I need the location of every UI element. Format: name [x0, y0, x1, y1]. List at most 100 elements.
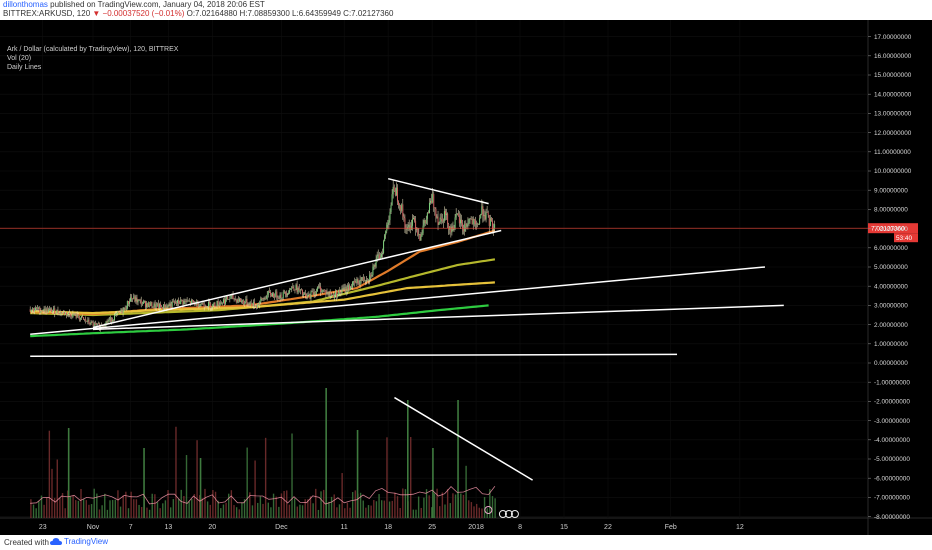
candle-body: [351, 286, 353, 288]
candle-body: [65, 312, 67, 316]
candle-body: [202, 303, 204, 305]
candle-body: [447, 213, 449, 225]
candle-body: [434, 207, 436, 209]
candle-body: [164, 304, 166, 309]
volume-bar: [243, 499, 246, 518]
volume-bar: [399, 508, 401, 518]
author-link[interactable]: dillonthomas: [3, 0, 48, 9]
candle-body: [277, 297, 279, 299]
candle-body: [274, 297, 276, 298]
candle-body: [338, 289, 340, 296]
candle-body: [455, 213, 457, 218]
candle-body: [254, 305, 256, 307]
candle-body: [431, 200, 433, 203]
volume-bar: [402, 488, 404, 518]
price-chart[interactable]: 7.02127360 53:40 17.00000000 16.00000000 15…: [0, 20, 932, 535]
volume-bar: [146, 507, 148, 518]
volume-bar: [322, 489, 325, 518]
candle-body: [53, 308, 55, 312]
candle-body: [441, 218, 443, 222]
volume-bar: [315, 488, 317, 518]
x-tick-label: 8: [518, 524, 522, 531]
volume-bar: [90, 504, 93, 518]
volume-bar: [462, 494, 465, 518]
candle-body: [371, 274, 373, 277]
time-axis[interactable]: 23 Nov 7 13 20 Dec 11 18 25 2018 8 15 22 Feb 12: [39, 524, 744, 531]
candle-body: [125, 308, 127, 310]
candle-body: [490, 218, 492, 222]
x-tick-label: Feb: [665, 524, 677, 531]
volume-bar: [159, 508, 161, 518]
candle-body: [149, 302, 151, 306]
candle-body: [339, 289, 341, 293]
volume-bar: [381, 500, 383, 518]
candle-body: [63, 311, 65, 315]
candle-body: [250, 302, 252, 304]
candle-body: [472, 219, 474, 225]
volume-bar: [135, 499, 138, 518]
candle-body: [260, 298, 262, 302]
volume-bar: [299, 504, 301, 518]
candle-body: [418, 233, 420, 236]
candle-body: [362, 277, 364, 281]
candle-body: [384, 235, 386, 242]
candle-body: [184, 300, 186, 302]
candle-body: [91, 321, 93, 323]
last-price-line: 7.02127360 53:40: [0, 223, 918, 243]
candle-body: [55, 313, 57, 314]
candle-body: [356, 279, 358, 283]
candle-body: [116, 313, 118, 314]
volume-bar: [465, 465, 467, 518]
volume-spike: [143, 448, 145, 518]
candle-body: [459, 219, 461, 224]
candle-body: [419, 233, 421, 241]
tradingview-brand[interactable]: TradingView: [50, 537, 108, 546]
volume-bar: [175, 426, 177, 518]
chart-pane[interactable]: 7.02127360 53:40 17.00000000 16.00000000 15…: [0, 20, 932, 535]
volume-bar: [336, 507, 338, 518]
candle-body: [489, 218, 491, 227]
volume-bar: [330, 496, 333, 518]
candle-body: [172, 301, 174, 303]
volume-bar: [88, 504, 90, 518]
candle-body: [54, 308, 56, 314]
candle-body: [175, 302, 177, 304]
volume-bar: [391, 500, 393, 518]
candle-body: [321, 291, 323, 293]
volume-bar: [341, 473, 343, 518]
candle-body: [427, 212, 429, 214]
candle-body: [127, 300, 129, 304]
candle-body: [297, 287, 299, 293]
volume-bar: [373, 500, 375, 518]
legend-daily: Daily Lines: [7, 64, 42, 71]
volume-bar: [172, 499, 175, 518]
y-tick-label: 7.00000000: [874, 226, 908, 233]
candle-body: [251, 303, 253, 307]
candle-body: [444, 211, 446, 216]
volume-bar: [35, 508, 37, 518]
volume-bar: [125, 491, 127, 518]
candle-body: [153, 303, 155, 307]
x-tick-label: 13: [164, 524, 172, 531]
candle-body: [446, 213, 448, 216]
candle-body: [424, 220, 426, 224]
volume-bar: [111, 499, 114, 518]
symbol-label: BITTREX:ARKUSD, 120: [3, 9, 91, 18]
candle-body: [177, 299, 179, 304]
candle-body: [322, 289, 324, 292]
candle-body: [166, 306, 168, 308]
candle-body: [327, 292, 329, 295]
candle-body: [43, 308, 45, 312]
candle-body: [240, 298, 242, 302]
candle-body: [186, 300, 188, 302]
ohlc-label: O:7.02164880 H:7.08859300 L:6.64359949 C…: [186, 9, 394, 18]
volume-bar: [225, 502, 227, 518]
candle-body: [48, 309, 50, 310]
candle-body: [77, 314, 79, 318]
volume-bar: [162, 503, 164, 518]
volume-bar: [80, 488, 82, 518]
candle-body: [104, 325, 106, 327]
price-axis[interactable]: 17.00000000 16.00000000 15.00000000 14.0000…: [868, 34, 912, 521]
volume-bar: [293, 498, 296, 518]
candle-body: [405, 227, 407, 230]
